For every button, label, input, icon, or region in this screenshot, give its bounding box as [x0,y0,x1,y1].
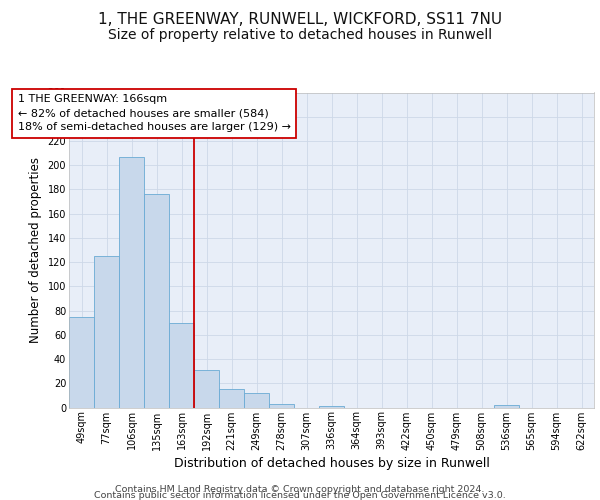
Bar [69,316,94,408]
Bar [194,370,219,408]
Bar [169,322,194,408]
Y-axis label: Number of detached properties: Number of detached properties [29,157,42,343]
Text: 1 THE GREENWAY: 166sqm
← 82% of detached houses are smaller (584)
18% of semi-de: 1 THE GREENWAY: 166sqm ← 82% of detached… [17,94,290,132]
Bar [244,393,269,407]
Bar [94,256,119,408]
X-axis label: Distribution of detached houses by size in Runwell: Distribution of detached houses by size … [173,456,490,469]
Bar [219,390,244,407]
Bar [319,406,344,408]
Text: Size of property relative to detached houses in Runwell: Size of property relative to detached ho… [108,28,492,42]
Bar [494,405,519,407]
Bar [269,404,294,407]
Text: 1, THE GREENWAY, RUNWELL, WICKFORD, SS11 7NU: 1, THE GREENWAY, RUNWELL, WICKFORD, SS11… [98,12,502,28]
Text: Contains public sector information licensed under the Open Government Licence v3: Contains public sector information licen… [94,491,506,500]
Bar [119,156,144,408]
Text: Contains HM Land Registry data © Crown copyright and database right 2024.: Contains HM Land Registry data © Crown c… [115,485,485,494]
Bar [144,194,169,408]
